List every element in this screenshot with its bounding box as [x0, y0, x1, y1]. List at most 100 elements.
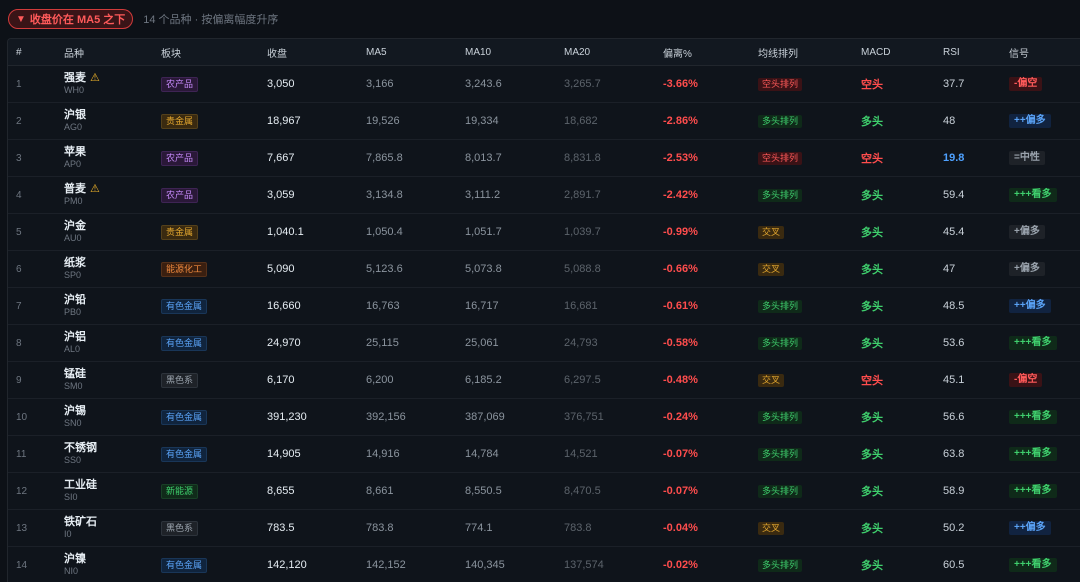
instrument-code: NI0 [64, 566, 153, 577]
ma10-value: 1,051.7 [457, 214, 556, 251]
ma5-value: 3,166 [358, 66, 457, 103]
col-header-close[interactable]: 收盘 [259, 39, 358, 66]
col-header-rsi[interactable]: RSI [935, 39, 1001, 66]
ma5-value: 25,115 [358, 325, 457, 362]
row-index: 11 [8, 436, 56, 473]
instrument-name-line: 沪金 [64, 220, 153, 233]
rsi-value: 19.8 [935, 140, 1001, 177]
sector-cell: 有色金属 [153, 325, 259, 362]
sector-cell: 能源化工 [153, 251, 259, 288]
ma10-value: 14,784 [457, 436, 556, 473]
close-price: 6,170 [259, 362, 358, 399]
row-index: 4 [8, 177, 56, 214]
macd-status: 多头 [853, 510, 935, 547]
instrument-name-line: 铁矿石 [64, 516, 153, 529]
instrument-name: 苹果 [64, 146, 86, 159]
ma20-value: 5,088.8 [556, 251, 655, 288]
signal-cell: ++偏多 [1001, 288, 1080, 325]
ma20-value: 137,574 [556, 547, 655, 582]
ma-alignment-cell: 多头排列 [750, 436, 853, 473]
instrument-name-line: 工业硅 [64, 479, 153, 492]
data-table-container: # 品种 板块 收盘 MA5 MA10 MA20 偏离% 均线排列 MACD R… [7, 38, 1080, 582]
col-header-ma5[interactable]: MA5 [358, 39, 457, 66]
sector-cell: 贵金属 [153, 214, 259, 251]
macd-status: 空头 [853, 140, 935, 177]
warning-icon: ⚠ [90, 183, 100, 196]
ma10-value: 8,550.5 [457, 473, 556, 510]
ma20-value: 24,793 [556, 325, 655, 362]
col-header-ma10[interactable]: MA10 [457, 39, 556, 66]
instrument-name: 沪锡 [64, 405, 86, 418]
sector-cell: 贵金属 [153, 103, 259, 140]
col-header-macd[interactable]: MACD [853, 39, 935, 66]
signal-badge: -偏空 [1009, 373, 1042, 387]
ma5-value: 1,050.4 [358, 214, 457, 251]
ma20-value: 18,682 [556, 103, 655, 140]
instrument-code: SI0 [64, 492, 153, 503]
ma20-value: 6,297.5 [556, 362, 655, 399]
ma-alignment-cell: 多头排列 [750, 547, 853, 582]
ma5-value: 14,916 [358, 436, 457, 473]
ma20-value: 16,681 [556, 288, 655, 325]
rsi-value: 53.6 [935, 325, 1001, 362]
instrument-code: SS0 [64, 455, 153, 466]
deviation-percent: -0.99% [655, 214, 750, 251]
instrument-name-line: 锰硅 [64, 368, 153, 381]
sector-badge: 黑色系 [161, 521, 198, 536]
rsi-value: 48 [935, 103, 1001, 140]
ma-alignment-cell: 交叉 [750, 510, 853, 547]
ma10-value: 5,073.8 [457, 251, 556, 288]
col-header-sector[interactable]: 板块 [153, 39, 259, 66]
instrument-code: PB0 [64, 307, 153, 318]
row-index: 10 [8, 399, 56, 436]
signal-cell: -偏空 [1001, 66, 1080, 103]
ma10-value: 16,717 [457, 288, 556, 325]
sector-cell: 农产品 [153, 140, 259, 177]
col-header-ma20[interactable]: MA20 [556, 39, 655, 66]
filter-chip[interactable]: ▼ 收盘价在 MA5 之下 [8, 9, 133, 29]
rsi-value: 48.5 [935, 288, 1001, 325]
col-header-index[interactable]: # [8, 39, 56, 66]
col-header-deviation[interactable]: 偏离% [655, 39, 750, 66]
col-header-ma-alignment[interactable]: 均线排列 [750, 39, 853, 66]
close-price: 142,120 [259, 547, 358, 582]
rsi-value: 56.6 [935, 399, 1001, 436]
signal-cell: ++偏多 [1001, 103, 1080, 140]
rsi-value: 50.2 [935, 510, 1001, 547]
instrument-code: AP0 [64, 159, 153, 170]
instrument-name: 强麦 [64, 72, 86, 85]
col-header-name[interactable]: 品种 [56, 39, 153, 66]
instrument-code: SM0 [64, 381, 153, 392]
col-header-signal[interactable]: 信号 [1001, 39, 1080, 66]
instrument-name: 普麦 [64, 183, 86, 196]
instrument-name: 沪铅 [64, 294, 86, 307]
rsi-value: 37.7 [935, 66, 1001, 103]
rsi-value: 59.4 [935, 177, 1001, 214]
signal-cell: +++看多 [1001, 547, 1080, 582]
macd-status: 多头 [853, 103, 935, 140]
signal-badge: +偏多 [1009, 262, 1045, 276]
signal-cell: +偏多 [1001, 214, 1080, 251]
ma-alignment-badge: 多头排列 [758, 115, 802, 128]
ma10-value: 8,013.7 [457, 140, 556, 177]
sector-badge: 有色金属 [161, 299, 207, 314]
instrument-name: 沪银 [64, 109, 86, 122]
signal-badge: +++看多 [1009, 410, 1057, 424]
